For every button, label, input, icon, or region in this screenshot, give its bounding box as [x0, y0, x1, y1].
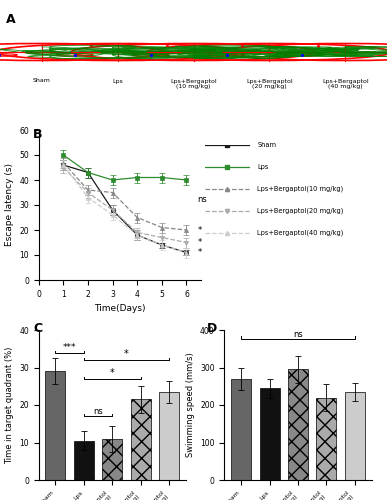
Text: Lps: Lps [112, 78, 123, 84]
Text: ***: *** [63, 343, 76, 352]
Text: *: * [197, 248, 202, 257]
Bar [288, 370, 308, 480]
Y-axis label: Swimming speed (mm/s): Swimming speed (mm/s) [185, 352, 195, 458]
Text: C: C [33, 322, 42, 336]
Text: D: D [207, 322, 217, 336]
Text: Lps+Bergaptol
(10 mg/kg): Lps+Bergaptol (10 mg/kg) [170, 78, 217, 90]
Text: Lps+Bergaptol
(40 mg/kg): Lps+Bergaptol (40 mg/kg) [322, 78, 368, 90]
Bar [102, 439, 122, 480]
Text: A: A [6, 13, 15, 26]
Text: ns: ns [197, 196, 207, 204]
Y-axis label: Escape latency (s): Escape latency (s) [5, 164, 14, 246]
Bar [317, 398, 336, 480]
Text: Sham: Sham [33, 78, 51, 84]
Bar [131, 400, 151, 480]
Text: *: * [124, 349, 129, 359]
Bar [74, 440, 94, 480]
Text: *: * [110, 368, 115, 378]
Text: *: * [197, 226, 202, 234]
Text: B: B [33, 128, 43, 140]
X-axis label: Time(Days): Time(Days) [94, 304, 146, 314]
Text: Lps+Bergaptol(20 mg/kg): Lps+Bergaptol(20 mg/kg) [257, 208, 344, 214]
Text: Lps: Lps [257, 164, 269, 170]
Y-axis label: Time in target quadrant (%): Time in target quadrant (%) [5, 346, 14, 464]
Bar [345, 392, 365, 480]
Text: Lps+Bergaptol(10 mg/kg): Lps+Bergaptol(10 mg/kg) [257, 186, 344, 192]
Bar [231, 379, 251, 480]
Text: ns: ns [293, 330, 303, 338]
Bar [260, 388, 279, 480]
Text: *: * [197, 238, 202, 247]
Bar [159, 392, 179, 480]
Bar [45, 371, 65, 480]
Text: Lps+Bergaptol
(20 mg/kg): Lps+Bergaptol (20 mg/kg) [246, 78, 293, 90]
Text: ns: ns [93, 406, 103, 416]
Text: Sham: Sham [257, 142, 276, 148]
Text: Lps+Bergaptol(40 mg/kg): Lps+Bergaptol(40 mg/kg) [257, 230, 344, 236]
